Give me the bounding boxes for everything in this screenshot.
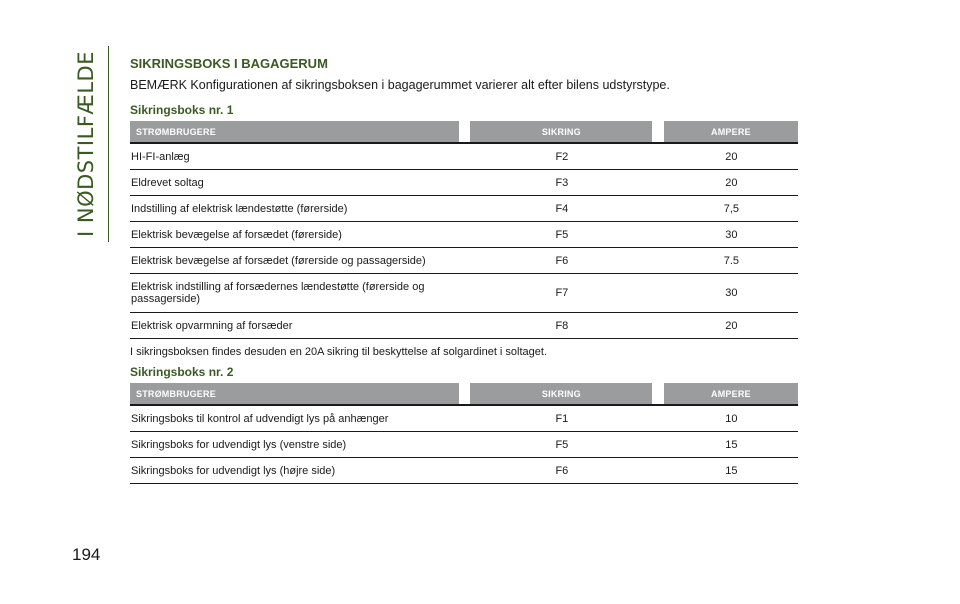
ampere-cell: 20	[663, 170, 798, 196]
column-header-fuse: SIKRING	[470, 121, 653, 144]
ampere-cell: 15	[663, 432, 798, 458]
table-row: Eldrevet soltag F3 20	[130, 170, 798, 196]
table-row: Elektrisk opvarmning af forsæder F8 20	[130, 313, 798, 339]
chapter-title: I NØDSTILFÆLDE	[74, 50, 98, 238]
ampere-cell: 30	[663, 222, 798, 248]
fuse-cell: F8	[458, 313, 664, 339]
footnote: I sikringsboksen findes desuden en 20A s…	[130, 346, 548, 358]
note-text: BEMÆRK Konfigurationen af sikringsboksen…	[130, 78, 670, 92]
fuse-cell: F7	[458, 274, 664, 313]
ampere-cell: 20	[663, 144, 798, 170]
table-row: Elektrisk bevægelse af forsædet (førersi…	[130, 248, 798, 274]
ampere-cell: 7,5	[663, 196, 798, 222]
fuse-cell: F6	[458, 458, 664, 484]
table-row: Sikringsboks til kontrol af udvendigt ly…	[130, 406, 798, 432]
table-header-row: STRØMBRUGERE SIKRING AMPERE	[130, 121, 798, 144]
table1-heading: Sikringsboks nr. 1	[130, 103, 234, 117]
consumer-cell: HI-FI-anlæg	[130, 144, 459, 170]
table-row: Sikringsboks for udvendigt lys (venstre …	[130, 432, 798, 458]
column-header-ampere: AMPERE	[663, 121, 798, 144]
table-row: Elektrisk bevægelse af forsædet (førersi…	[130, 222, 798, 248]
chapter-tab: I NØDSTILFÆLDE	[64, 46, 108, 242]
section-title: SIKRINGSBOKS I BAGAGERUM	[130, 56, 328, 71]
consumer-cell: Elektrisk opvarmning af forsæder	[130, 313, 459, 339]
consumer-cell: Elektrisk bevægelse af forsædet (førersi…	[130, 222, 459, 248]
consumer-cell: Sikringsboks for udvendigt lys (venstre …	[130, 432, 459, 458]
fuse-table-1: STRØMBRUGERE SIKRING AMPERE HI-FI-anlæg F…	[130, 121, 798, 339]
ampere-cell: 7.5	[663, 248, 798, 274]
fuse-cell: F3	[458, 170, 664, 196]
table-row: HI-FI-anlæg F2 20	[130, 144, 798, 170]
main-content: SIKRINGSBOKS I BAGAGERUM BEMÆRK Konfigur…	[130, 56, 798, 484]
consumer-cell: Indstilling af elektrisk lændestøtte (fø…	[130, 196, 459, 222]
fuse-cell: F5	[458, 222, 664, 248]
table-row: Indstilling af elektrisk lændestøtte (fø…	[130, 196, 798, 222]
fuse-table-2: STRØMBRUGERE SIKRING AMPERE Sikringsboks…	[130, 383, 798, 484]
table-body: HI-FI-anlæg F2 20 Eldrevet soltag F3 20 Indsti…	[130, 144, 798, 339]
ampere-cell: 15	[663, 458, 798, 484]
fuse-cell: F5	[458, 432, 664, 458]
table-row: Elektrisk indstilling af forsædernes læn…	[130, 274, 798, 313]
column-header-ampere: AMPERE	[663, 383, 798, 406]
page-number: 194	[72, 545, 101, 564]
column-header-consumers: STRØMBRUGERE	[130, 121, 459, 144]
column-header-fuse: SIKRING	[470, 383, 653, 406]
consumer-cell: Eldrevet soltag	[130, 170, 459, 196]
table-header-row: STRØMBRUGERE SIKRING AMPERE	[130, 383, 798, 406]
table-row: Sikringsboks for udvendigt lys (højre si…	[130, 458, 798, 484]
column-header-consumers: STRØMBRUGERE	[130, 383, 459, 406]
fuse-cell: F6	[458, 248, 664, 274]
consumer-cell: Elektrisk indstilling af forsædernes læn…	[130, 274, 459, 313]
chapter-divider	[108, 46, 109, 242]
consumer-cell: Sikringsboks for udvendigt lys (højre si…	[130, 458, 459, 484]
ampere-cell: 30	[663, 274, 798, 313]
table2-heading: Sikringsboks nr. 2	[130, 365, 234, 379]
consumer-cell: Elektrisk bevægelse af forsædet (førersi…	[130, 248, 459, 274]
fuse-cell: F1	[458, 406, 664, 432]
fuse-cell: F2	[458, 144, 664, 170]
ampere-cell: 10	[663, 406, 798, 432]
ampere-cell: 20	[663, 313, 798, 339]
table-body: Sikringsboks til kontrol af udvendigt ly…	[130, 406, 798, 484]
fuse-cell: F4	[458, 196, 664, 222]
consumer-cell: Sikringsboks til kontrol af udvendigt ly…	[130, 406, 459, 432]
